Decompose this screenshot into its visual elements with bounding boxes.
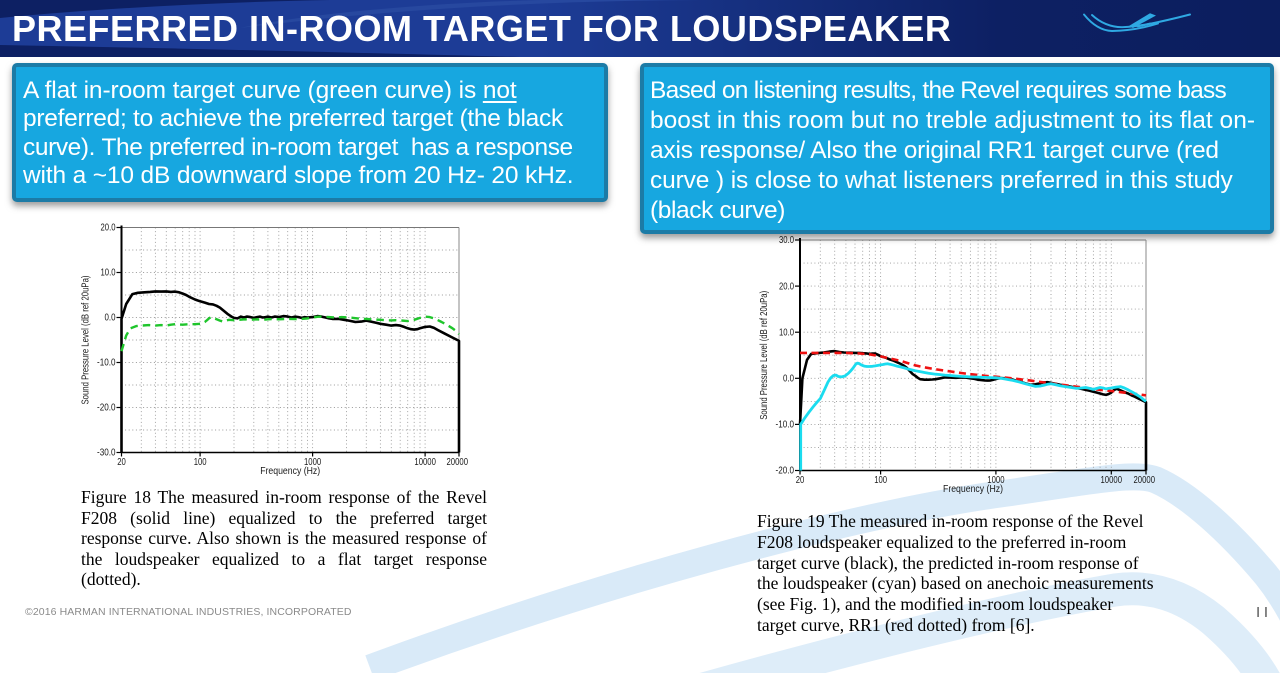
svg-text:20000: 20000	[447, 457, 469, 468]
svg-text:20.0: 20.0	[779, 281, 794, 292]
svg-text:20.0: 20.0	[101, 223, 116, 234]
svg-text:20: 20	[796, 475, 805, 486]
svg-text:30.0: 30.0	[779, 235, 794, 246]
svg-text:10000: 10000	[1101, 475, 1123, 486]
svg-text:Frequency (Hz): Frequency (Hz)	[943, 484, 1003, 495]
svg-text:1000: 1000	[987, 475, 1005, 486]
svg-text:10.0: 10.0	[101, 268, 116, 279]
svg-text:-10.0: -10.0	[97, 358, 116, 369]
svg-text:100: 100	[874, 475, 887, 486]
svg-text:Frequency (Hz): Frequency (Hz)	[260, 466, 320, 477]
svg-text:100: 100	[194, 457, 207, 468]
svg-text:10000: 10000	[414, 457, 436, 468]
svg-text:10.0: 10.0	[779, 327, 794, 338]
svg-text:Sound Pressure Level (dB ref 2: Sound Pressure Level (dB ref 20uPa)	[759, 291, 770, 420]
svg-text:-10.0: -10.0	[776, 420, 795, 431]
svg-text:20: 20	[117, 457, 126, 468]
svg-text:0.0: 0.0	[783, 374, 794, 385]
svg-text:-20.0: -20.0	[776, 466, 795, 477]
svg-text:1000: 1000	[304, 457, 322, 468]
svg-text:-20.0: -20.0	[97, 403, 116, 414]
svg-text:20000: 20000	[1134, 475, 1156, 486]
svg-text:0.0: 0.0	[105, 313, 116, 324]
svg-text:-30.0: -30.0	[97, 448, 116, 459]
svg-text:Sound Pressure Level (dB ref 2: Sound Pressure Level (dB ref 20uPa)	[81, 276, 92, 405]
